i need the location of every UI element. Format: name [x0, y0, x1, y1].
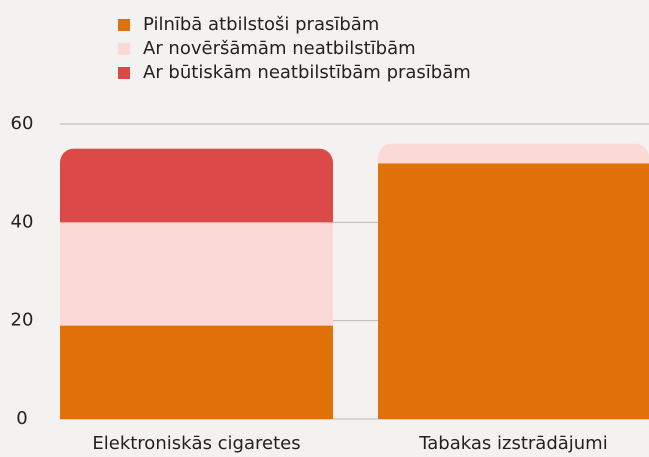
y-tick-label: 40: [11, 211, 34, 232]
legend-label: Ar novēršāmām neatbilstībām: [143, 38, 416, 59]
legend-swatch: [118, 67, 130, 79]
x-tick-label: Elektroniskās cigaretes: [92, 433, 300, 454]
bar-segment: [60, 148, 333, 223]
y-tick-label: 60: [11, 113, 34, 134]
legend-swatch: [118, 19, 130, 31]
legend-swatch: [118, 43, 130, 55]
x-tick-label: Tabakas izstrādājumi: [418, 433, 607, 454]
legend-label: Pilnībā atbilstoši prasībām: [143, 14, 379, 35]
bar-segment: [378, 163, 649, 419]
y-tick-label: 20: [11, 310, 34, 331]
bar-segment: [378, 143, 649, 164]
bar-segment: [60, 222, 333, 326]
y-tick-label: 0: [16, 408, 27, 429]
bar-segment: [60, 325, 333, 419]
bar-group: [378, 143, 649, 419]
bar-group: [60, 148, 333, 419]
legend-label: Ar būtiskām neatbilstībām prasībām: [143, 62, 471, 83]
